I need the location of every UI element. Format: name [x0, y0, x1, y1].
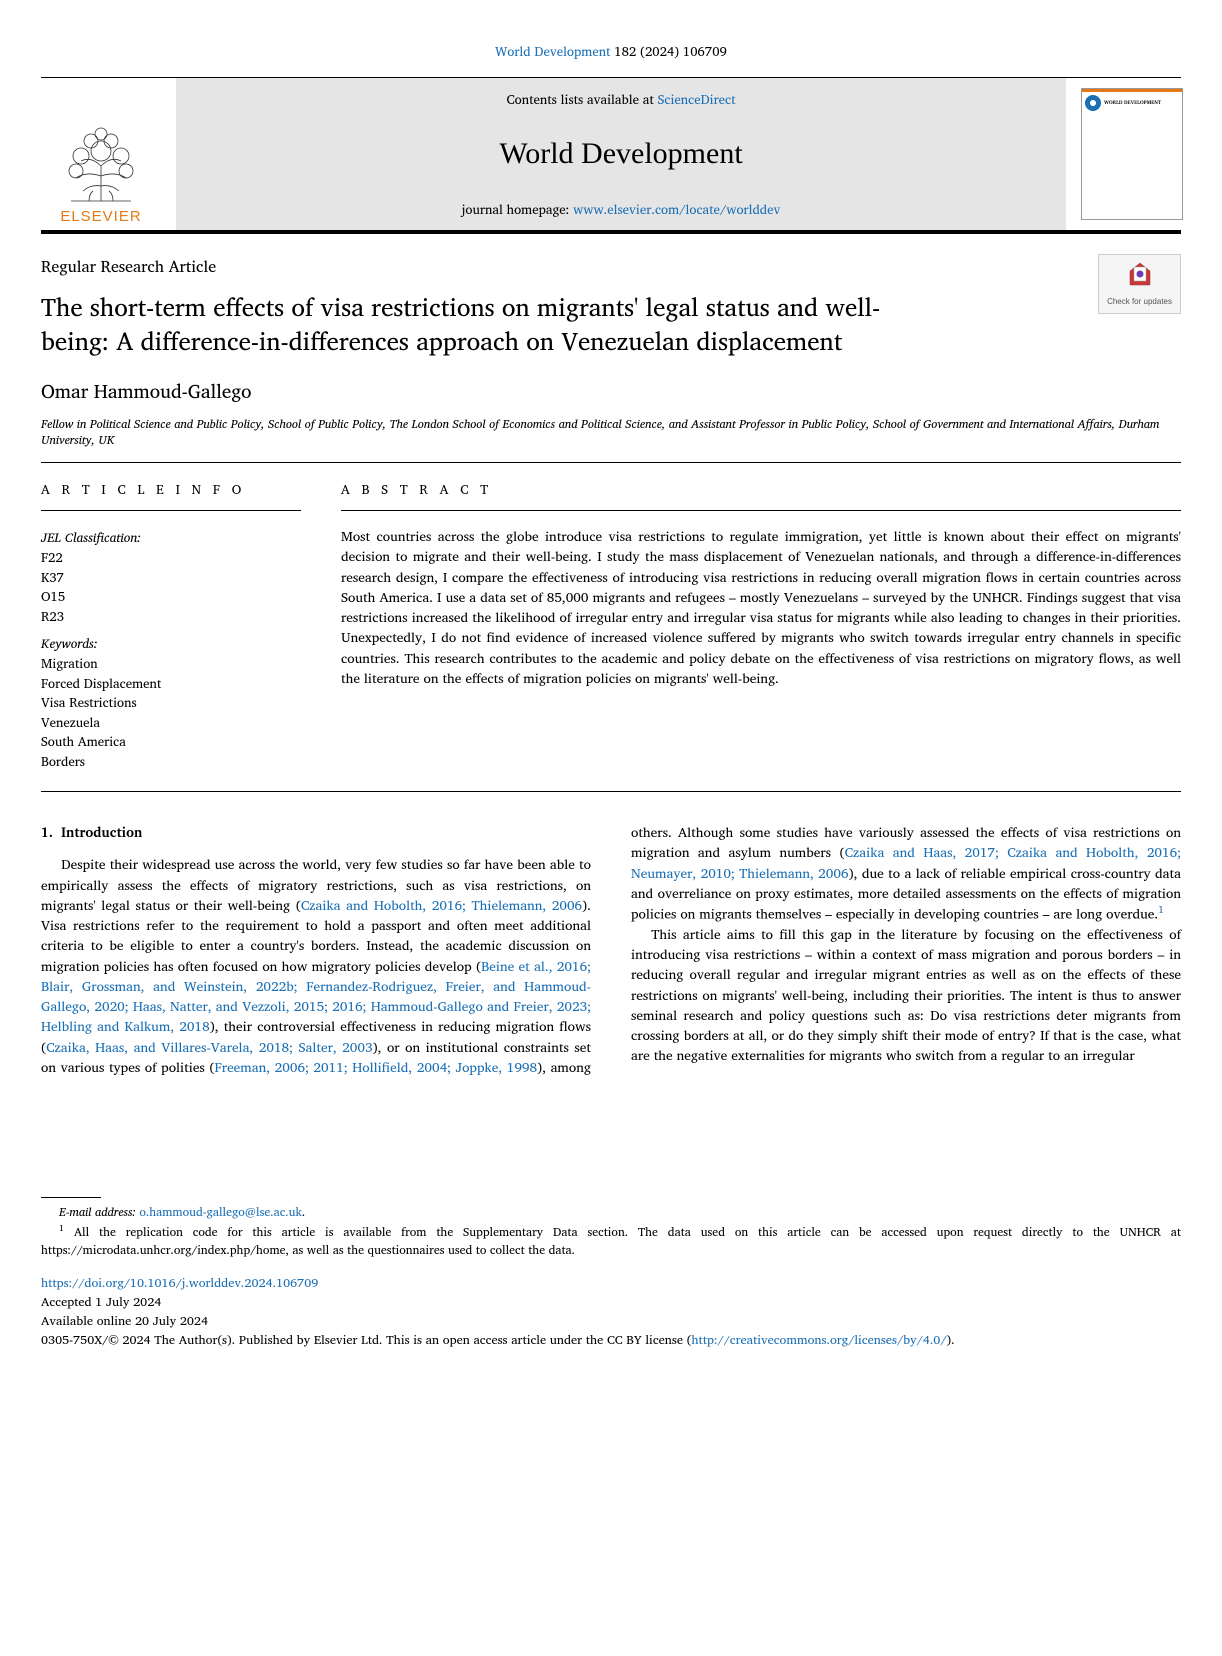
footnotes: E-mail address: o.hammoud-gallego@lse.ac… — [41, 1204, 1181, 1259]
elsevier-tree-icon — [51, 106, 151, 206]
keyword: Visa Restrictions — [41, 693, 301, 713]
globe-icon — [1085, 95, 1101, 111]
footnote-number: 1 — [59, 1220, 64, 1235]
footnote-text: All the replication code for this articl… — [41, 1223, 1181, 1259]
journal-cover-thumbnail: WORLD DEVELOPMENT — [1066, 78, 1181, 230]
abstract-text: Most countries across the globe introduc… — [341, 526, 1181, 688]
author-name: Omar Hammoud-Gallego — [41, 376, 1181, 407]
email-link[interactable]: o.hammoud-gallego@lse.ac.uk — [139, 1203, 302, 1222]
citation-link[interactable]: Freeman, 2006; 2011; Hollifield, 2004; J… — [214, 1056, 537, 1078]
jel-code: K37 — [41, 568, 301, 588]
sciencedirect-link[interactable]: ScienceDirect — [658, 88, 736, 110]
keyword: Migration — [41, 654, 301, 674]
contents-line: Contents lists available at ScienceDirec… — [196, 88, 1046, 110]
online-date: Available online 20 July 2024 — [41, 1312, 1181, 1331]
elsevier-logo: ELSEVIER — [41, 78, 176, 230]
jel-label: JEL Classification: — [41, 526, 301, 548]
citation-issue: 182 (2024) 106709 — [614, 40, 727, 62]
article-body: 1. Introduction Despite their widespread… — [41, 822, 1181, 1077]
check-updates-icon — [1126, 261, 1154, 289]
citation-link[interactable]: Czaika, Haas, and Villares-Varela, 2018;… — [46, 1036, 372, 1058]
copyright-line: 0305-750X/© 2024 The Author(s). Publishe… — [41, 1331, 1181, 1350]
citation-line: World Development 182 (2024) 106709 — [41, 40, 1181, 62]
article-info-heading: A R T I C L E I N F O — [41, 478, 301, 511]
article-title: The short-term effects of visa restricti… — [41, 290, 941, 358]
section-heading: 1. Introduction — [41, 822, 591, 842]
footnote-divider — [41, 1197, 101, 1198]
body-paragraph: This article aims to fill this gap in th… — [631, 924, 1181, 1066]
check-updates-button[interactable]: Check for updates — [1098, 254, 1181, 314]
homepage-line: journal homepage: www.elsevier.com/locat… — [196, 198, 1046, 220]
jel-code: F22 — [41, 548, 301, 568]
article-footer: https://doi.org/10.1016/j.worlddev.2024.… — [41, 1274, 1181, 1349]
citation-journal-link[interactable]: World Development — [495, 40, 610, 62]
accepted-date: Accepted 1 July 2024 — [41, 1293, 1181, 1312]
journal-header: ELSEVIER Contents lists available at Sci… — [41, 77, 1181, 234]
homepage-link[interactable]: www.elsevier.com/locate/worlddev — [573, 198, 780, 220]
jel-code: O15 — [41, 587, 301, 607]
license-link[interactable]: http://creativecommons.org/licenses/by/4… — [691, 1330, 946, 1350]
footnote-link[interactable]: 1 — [1158, 902, 1164, 918]
keywords-label: Keywords: — [41, 632, 301, 654]
keyword: Borders — [41, 752, 301, 772]
elsevier-wordmark: ELSEVIER — [60, 208, 141, 225]
keyword: South America — [41, 732, 301, 752]
citation-link[interactable]: Czaika and Hobolth, 2016; Thielemann, 20… — [301, 894, 582, 916]
jel-code: R23 — [41, 607, 301, 627]
abstract-heading: A B S T R A C T — [341, 478, 1181, 511]
article-info-block: A R T I C L E I N F O JEL Classification… — [41, 478, 301, 771]
author-affiliation: Fellow in Political Science and Public P… — [41, 417, 1181, 464]
doi-link[interactable]: https://doi.org/10.1016/j.worlddev.2024.… — [41, 1273, 318, 1293]
email-label: E-mail address: — [59, 1203, 136, 1222]
article-type: Regular Research Article — [41, 254, 941, 280]
journal-name: World Development — [196, 137, 1046, 171]
